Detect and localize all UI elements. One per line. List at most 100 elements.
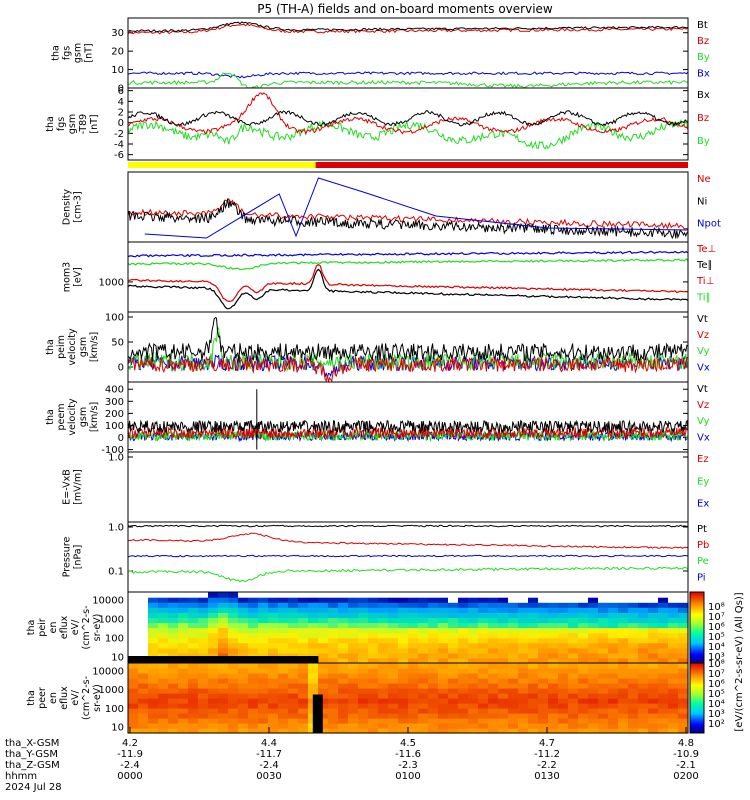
spec-cell [628,718,639,724]
spec-cell [378,652,389,659]
spec-cell [248,652,259,659]
spec-cell [428,622,439,629]
spec-cell [158,637,169,644]
spec-cell [398,708,409,714]
spec-cell [508,612,519,618]
spec-cell [478,627,489,634]
spec-cell [288,602,299,608]
spec-cell [608,592,619,598]
spec-cell [578,592,589,598]
spec-cell [128,668,139,674]
spec-cell [528,663,539,669]
spec-cell [138,673,149,679]
spec-cell [618,708,629,714]
spec-cell [478,673,489,679]
spec-cell [388,647,399,654]
spec-cell [128,607,139,613]
spec-cell [578,607,589,613]
spec-cell [258,617,269,624]
spec-cell [658,718,669,724]
spec-cell [478,663,489,669]
spec-cell [678,723,689,729]
spec-cell [668,642,679,649]
spec-cell [408,703,419,709]
spec-cell [128,673,139,679]
spec-cell [378,678,389,684]
spec-cell [288,668,299,674]
spec-cell [318,683,329,689]
spec-cell [248,612,259,618]
spec-cell [338,718,349,724]
spec-cell [258,647,269,654]
panel-8-traces [128,524,688,583]
spec-cell [388,703,399,709]
spec-cell [168,637,179,644]
panel-2-traces [128,92,688,150]
spec-cell [258,637,269,644]
ytick-label: 0 [118,433,124,444]
spec-cell [648,728,659,734]
colorbar-tick: 10³ [708,709,725,720]
spec-cell [528,688,539,694]
spec-cell [328,673,339,679]
spec-cell [668,713,679,719]
spec-cell [438,657,449,664]
legend-Vx: Vx [697,432,710,443]
spec-cell [438,718,449,724]
spec-cell [498,602,509,608]
spec-cell [198,698,209,704]
spec-cell [188,647,199,654]
panel-6-frame [127,381,689,453]
spec-cell [388,698,399,704]
spec-cell [338,632,349,639]
spec-cell [308,688,319,694]
spec-cell [328,652,339,659]
spec-cell [478,652,489,659]
spec-cell [298,688,309,694]
spec-cell [508,632,519,639]
spec-cell [538,592,549,598]
spec-cell [598,708,609,714]
trace-By [128,72,688,88]
mode-bar [128,162,688,168]
spec-cell [398,627,409,634]
spec-cell [258,718,269,724]
spec-cell [318,632,329,639]
spec-cell [468,632,479,639]
spec-cell [678,657,689,664]
spec-cell [488,668,499,674]
trace-Npot [144,177,688,239]
spec-cell [308,647,319,654]
spec-cell [188,602,199,608]
spec-cell [208,652,219,659]
spec-cell [348,602,359,608]
trace-Te-par [128,268,688,310]
spec-cell [128,723,139,729]
spec-cell [498,627,509,634]
spec-cell [428,657,439,664]
spec-cell [178,688,189,694]
ytick-label: 6 [118,86,124,97]
spec-cell [368,592,379,598]
spec-cell [348,657,359,664]
spec-cell [218,688,229,694]
spec-cell [388,657,399,664]
spec-cell [548,612,559,618]
spec-cell [488,627,499,634]
spec-cell [578,673,589,679]
spec-cell [228,652,239,659]
spec-cell [228,678,239,684]
spec-cell [668,698,679,704]
spec-cell [398,678,409,684]
spec-cell [508,678,519,684]
spec-cell [408,632,419,639]
spec-cell [248,637,259,644]
spec-cell [438,668,449,674]
spec-cell [248,647,259,654]
spec-cell [278,663,289,669]
spec-cell [468,622,479,629]
spec-cell [138,683,149,689]
spec-cell [608,647,619,654]
spec-cell [358,703,369,709]
spec-cell [218,723,229,729]
